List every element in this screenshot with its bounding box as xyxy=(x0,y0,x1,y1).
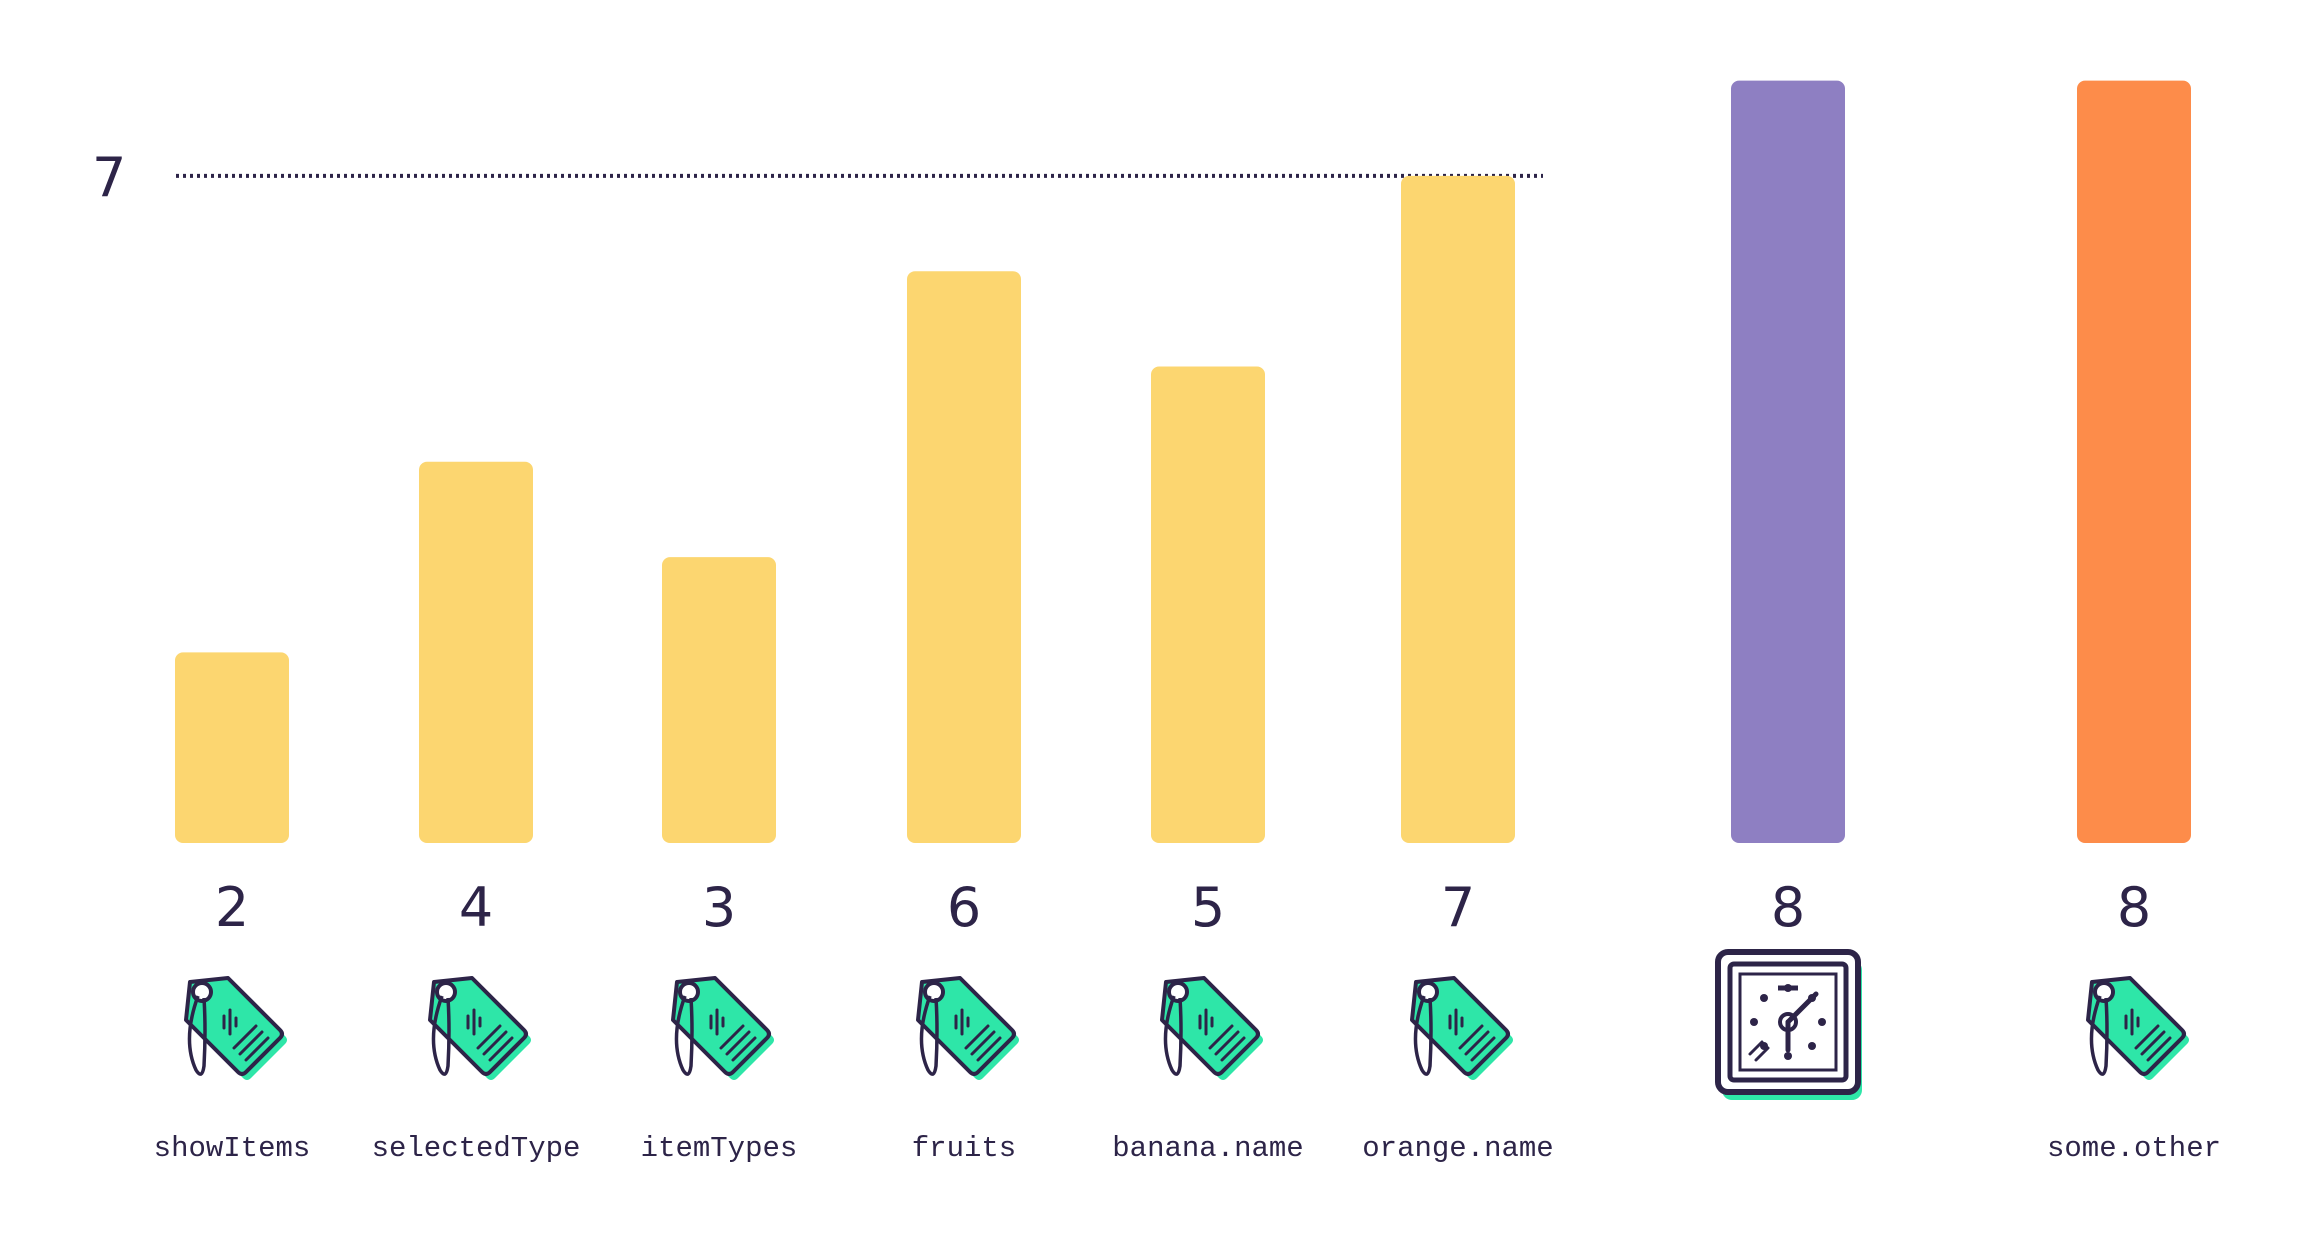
price-tag-icon xyxy=(671,976,774,1080)
clock-icon xyxy=(1715,949,1862,1100)
value-label: 8 xyxy=(2117,876,2151,939)
value-label: 2 xyxy=(215,876,249,939)
value-label: 8 xyxy=(1771,876,1805,939)
price-tag-icon xyxy=(428,976,531,1080)
value-label: 4 xyxy=(459,876,493,939)
bar xyxy=(1401,175,1515,843)
category-label: showItems xyxy=(154,1132,311,1165)
value-label: 5 xyxy=(1191,876,1225,939)
category-label: fruits xyxy=(912,1132,1016,1165)
price-tag-icon xyxy=(1410,976,1513,1080)
bar xyxy=(907,271,1021,843)
category-label: some.other xyxy=(2047,1132,2221,1165)
category-label: orange.name xyxy=(1362,1132,1553,1165)
price-tag-icon xyxy=(1160,976,1263,1080)
bar xyxy=(1151,366,1265,843)
bar xyxy=(175,652,289,843)
reference-line-label: 7 xyxy=(92,146,126,209)
category-label: itemTypes xyxy=(641,1132,798,1165)
price-tag-icon xyxy=(184,976,287,1080)
price-tag-icon xyxy=(916,976,1019,1080)
category-label: selectedType xyxy=(372,1132,581,1165)
value-label: 7 xyxy=(1441,876,1475,939)
bar xyxy=(2077,80,2191,844)
bar xyxy=(419,461,533,843)
value-label: 3 xyxy=(702,876,736,939)
value-label: 6 xyxy=(947,876,981,939)
category-label: banana.name xyxy=(1112,1132,1303,1165)
bar xyxy=(662,557,776,843)
price-tag-icon xyxy=(2086,976,2189,1080)
bar xyxy=(1731,80,1845,844)
